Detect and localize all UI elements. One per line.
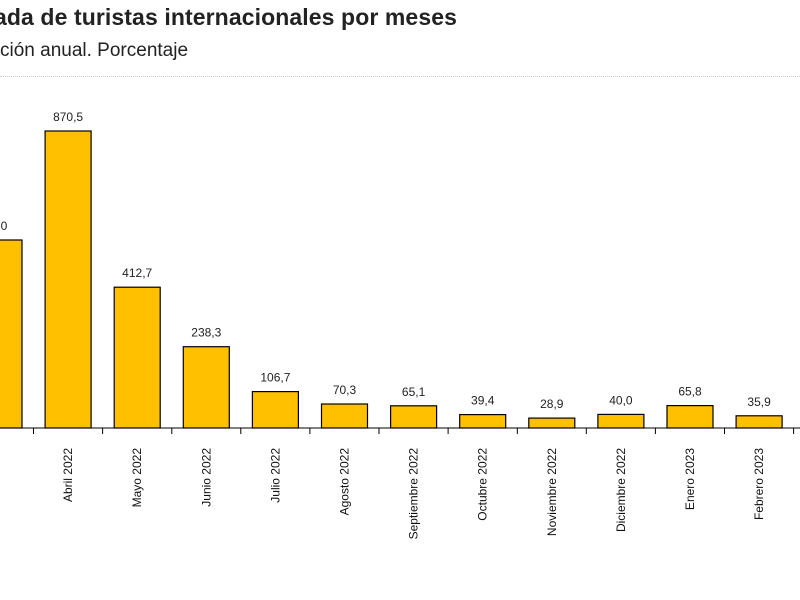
bar-value-label-5: 70,3: [333, 383, 357, 397]
category-label-9: Diciembre 2022: [614, 448, 628, 532]
category-label-1: Abril 2022: [61, 448, 75, 502]
bar-value-label-11: 35,9: [747, 395, 771, 409]
bar-5: [320, 403, 369, 429]
bar-8: [528, 417, 576, 429]
bar-9: [597, 413, 645, 429]
category-label-6: Septiembre 2022: [407, 448, 421, 540]
bar-0: [0, 239, 23, 429]
chart-title: ada de turistas internacionales por mese…: [0, 4, 457, 30]
bar-value-label-10: 65,8: [678, 385, 702, 399]
category-label-8: Noviembre 2022: [545, 448, 559, 536]
bar-value-label-9: 40,0: [609, 393, 633, 407]
category-label-11: Febrero 2023: [752, 448, 766, 520]
chart-subtitle: ción anual. Porcentaje: [0, 40, 189, 61]
bar-value-label-0: 2,0: [0, 219, 8, 233]
bar-6: [390, 405, 438, 429]
top-divider: [0, 76, 800, 77]
bar-value-label-4: 106,7: [260, 371, 290, 385]
bar-7: [459, 414, 507, 429]
bar-1: [44, 130, 92, 429]
bar-10: [666, 405, 714, 429]
bar-11: [735, 415, 783, 429]
bar-value-label-8: 28,9: [540, 397, 564, 411]
category-label-2: Mayo 2022: [130, 448, 144, 508]
bar-value-label-3: 238,3: [191, 326, 221, 340]
bar-value-label-2: 412,7: [122, 266, 152, 280]
bar-value-label-1: 870,5: [53, 110, 83, 124]
bar-value-label-6: 65,1: [402, 385, 426, 399]
category-label-7: Octubre 2022: [476, 448, 490, 521]
category-label-10: Enero 2023: [683, 448, 697, 510]
category-label-5: Agosto 2022: [338, 448, 352, 516]
bar-value-label-7: 39,4: [471, 394, 495, 408]
bar-4: [251, 391, 299, 429]
bar-3: [182, 346, 230, 429]
bar-2: [113, 286, 161, 429]
category-label-4: Julio 2022: [268, 448, 282, 503]
category-label-3: Junio 2022: [199, 448, 213, 507]
